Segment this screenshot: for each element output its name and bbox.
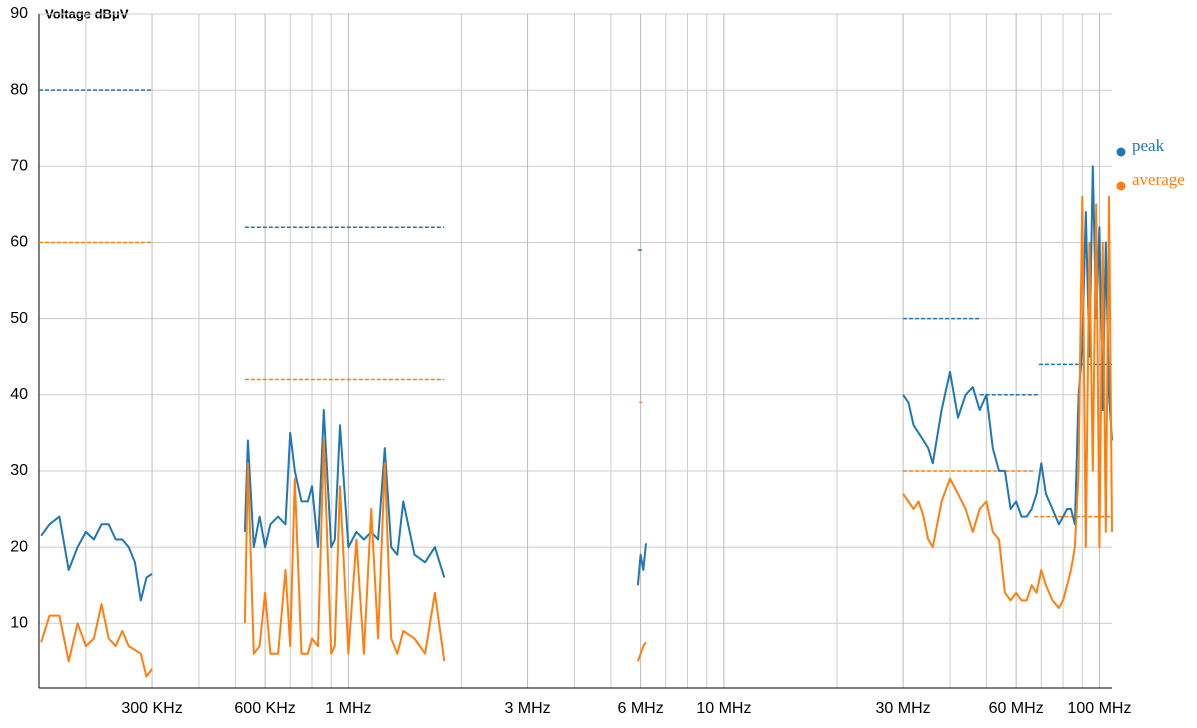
legend-label: peak <box>1132 136 1165 155</box>
x-tick-label: 300 KHz <box>121 700 182 717</box>
y-tick-label: 90 <box>10 5 28 22</box>
y-tick-label: 30 <box>10 462 28 479</box>
x-tick-label: 10 MHz <box>696 700 751 717</box>
x-tick-label: 6 MHz <box>617 700 663 717</box>
legend-marker <box>1116 181 1126 191</box>
x-tick-label: 60 MHz <box>989 700 1044 717</box>
x-tick-label: 3 MHz <box>504 700 550 717</box>
legend-label: average <box>1132 170 1185 189</box>
x-tick-label: 100 MHz <box>1067 700 1131 717</box>
y-tick-label: 40 <box>10 386 28 403</box>
y-tick-label: 60 <box>10 234 28 251</box>
x-tick-label: 1 MHz <box>325 700 371 717</box>
legend-marker <box>1116 147 1126 157</box>
y-tick-label: 20 <box>10 538 28 555</box>
y-tick-label: 50 <box>10 310 28 327</box>
data-line <box>40 195 1113 678</box>
y-tick-label: 10 <box>10 614 28 631</box>
y-tick-label: 80 <box>10 81 28 98</box>
x-tick-label: 600 KHz <box>234 700 295 717</box>
data-line <box>40 165 1113 602</box>
x-tick-label: 30 MHz <box>876 700 931 717</box>
y-tick-label: 70 <box>10 158 28 175</box>
